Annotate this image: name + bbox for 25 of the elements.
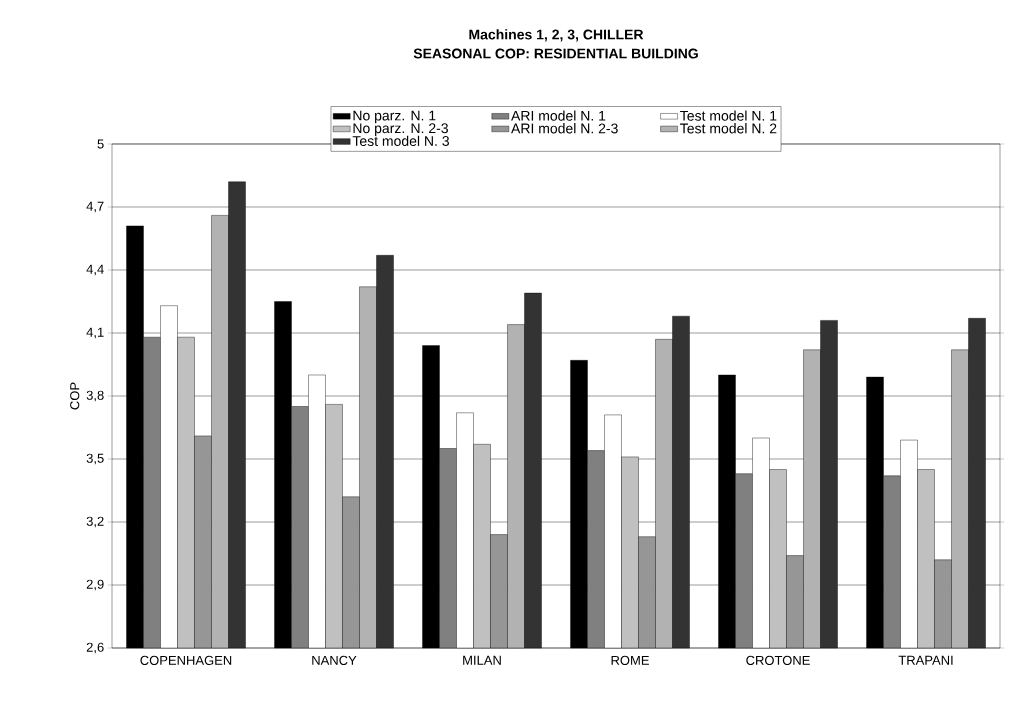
y-tick-label: 3,2 — [86, 516, 104, 528]
x-tick-label: CROTONE — [746, 655, 810, 665]
y-tick-label: 2,6 — [86, 642, 104, 654]
y-tick-label: 2,9 — [86, 579, 104, 591]
y-tick-label: 5 — [97, 139, 104, 149]
x-tick-label: COPENHAGEN — [140, 655, 232, 665]
x-tick-label: NANCY — [312, 655, 357, 665]
x-tick-label: TRAPANI — [898, 655, 953, 665]
legend-label: No parz. N. 1 — [353, 110, 436, 124]
legend-label: ARI model N. 2-3 — [511, 123, 618, 134]
legend-label: ARI model N. 1 — [511, 110, 606, 121]
x-tick-label: MILAN — [463, 655, 501, 665]
x-tick-label: ROME — [611, 655, 649, 665]
y-axis-title: COP — [70, 382, 80, 410]
y-tick-label: 4,4 — [86, 264, 104, 276]
legend-label: Test model N. 1 — [680, 110, 777, 121]
legend-label: No parz. N. 2-3 — [353, 123, 448, 136]
legend-label: Test model N. 3 — [352, 135, 449, 147]
legend-label: Test model N. 2 — [680, 123, 777, 134]
chart-title: Machines 1, 2, 3, CHILLER — [469, 29, 644, 42]
y-tick-label: 4,1 — [86, 327, 104, 339]
y-tick-label: 3,8 — [86, 390, 104, 402]
chart-subtitle: SEASONAL COP: RESIDENTIAL BUILDING — [413, 48, 698, 59]
y-tick-label: 3,5 — [86, 453, 104, 465]
y-tick-label: 4,7 — [86, 201, 104, 213]
